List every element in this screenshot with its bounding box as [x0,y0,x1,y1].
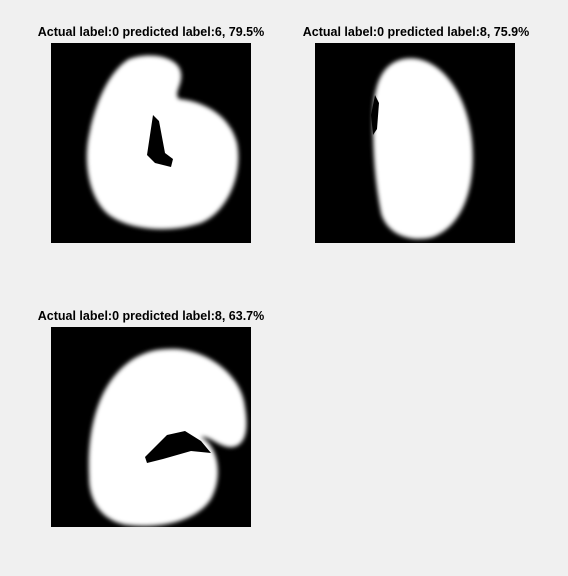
panel-2-title: Actual label:0 predicted label:8, 75.9% [302,25,530,39]
panel-2-digit-image [315,43,515,243]
panel-3-title: Actual label:0 predicted label:8, 63.7% [37,309,265,323]
panel-3-digit-image [51,327,251,527]
panel-1-title: Actual label:0 predicted label:6, 79.5% [37,25,265,39]
panel-1-digit-image [51,43,251,243]
